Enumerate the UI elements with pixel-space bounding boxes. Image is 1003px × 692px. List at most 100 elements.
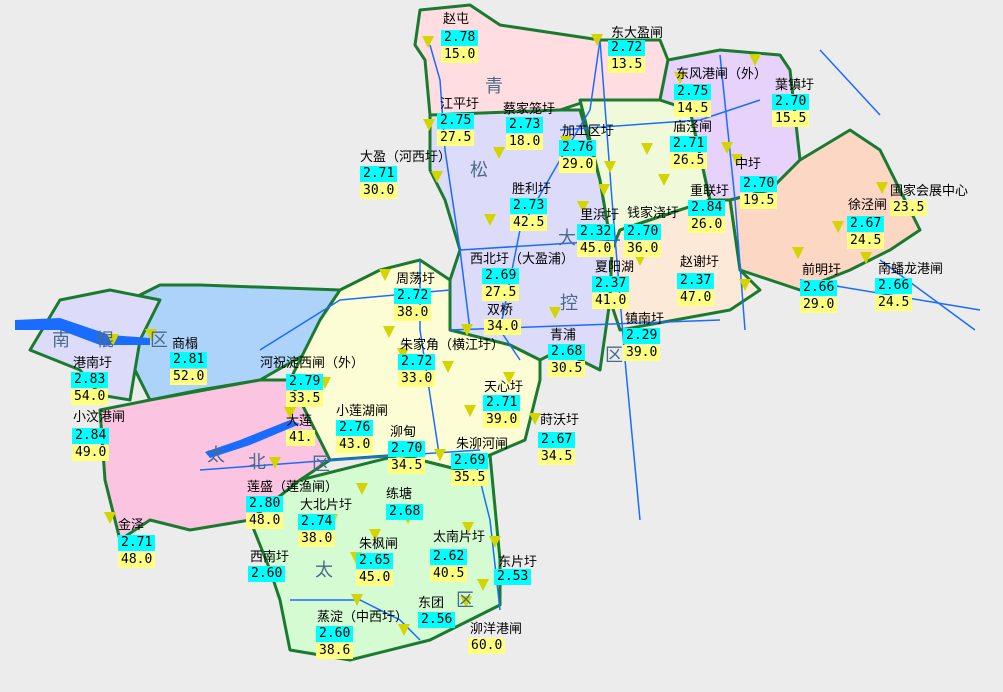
station-marker-icon[interactable]	[598, 184, 610, 196]
station-marker-icon[interactable]	[604, 161, 616, 173]
station-name: 练塘	[386, 487, 413, 502]
station-marker-icon[interactable]	[269, 457, 281, 469]
station-name: 小莲湖闸	[336, 404, 389, 419]
station-marker-icon[interactable]	[860, 252, 872, 264]
secondary-value: 34.5	[538, 449, 576, 465]
station-name: 朱泖河闸	[456, 437, 509, 452]
region-label: 太	[207, 445, 225, 466]
water-level-value: 2.70	[772, 94, 810, 110]
water-level-value: 2.71	[118, 535, 156, 551]
station-name: 夏阳湖	[595, 260, 635, 275]
station-name: 港南圩	[73, 356, 113, 371]
station-marker-icon[interactable]	[792, 247, 804, 259]
station-marker-icon[interactable]	[577, 201, 589, 213]
station-name: 东片圩	[498, 555, 538, 570]
water-level-value: 2.72	[394, 288, 432, 304]
secondary-value: 34.0	[484, 319, 522, 335]
secondary-value: 39.0	[623, 345, 661, 361]
station-marker-icon[interactable]	[529, 413, 541, 425]
station-marker-icon[interactable]	[641, 143, 653, 155]
region-label: 区	[456, 590, 474, 611]
station-marker-icon[interactable]	[634, 254, 646, 266]
station-marker-icon[interactable]	[379, 269, 391, 281]
river	[719, 54, 746, 331]
secondary-value: 29.0	[559, 157, 597, 173]
water-level-value: 2.69	[482, 268, 520, 284]
station-marker-icon[interactable]	[356, 483, 368, 495]
water-level-value: 2.73	[510, 198, 548, 214]
station-marker-icon[interactable]	[674, 72, 686, 84]
station-name: 赵屯	[443, 12, 470, 27]
secondary-value: 48.0	[118, 552, 156, 568]
station-marker-icon[interactable]	[591, 34, 603, 46]
station-marker-icon[interactable]	[489, 536, 501, 548]
station-marker-icon[interactable]	[461, 324, 473, 336]
station-name: 钱家浇圩	[627, 206, 680, 221]
station-marker-icon[interactable]	[876, 182, 888, 194]
station-marker-icon[interactable]	[104, 512, 116, 524]
secondary-value: 24.5	[875, 295, 913, 311]
station-name: 庙泾闸	[673, 120, 713, 135]
water-level-value: 2.74	[298, 514, 336, 530]
station-name: 朱枫闸	[359, 537, 399, 552]
station-marker-icon[interactable]	[351, 594, 363, 606]
station-marker-icon[interactable]	[145, 329, 157, 341]
station-marker-icon[interactable]	[107, 334, 119, 346]
station-name: 金泽	[118, 518, 145, 533]
station-marker-icon[interactable]	[464, 405, 476, 417]
water-level-value: 2.72	[398, 354, 436, 370]
water-level-value: 2.60	[248, 566, 286, 582]
station-name: 东风港闸（外）	[676, 67, 768, 82]
station-marker-icon[interactable]	[422, 36, 434, 48]
station-marker-icon[interactable]	[398, 624, 410, 636]
station-marker-icon[interactable]	[749, 54, 761, 66]
river	[879, 259, 976, 331]
water-level-value: 2.76	[336, 420, 374, 436]
water-level-value: 2.53	[494, 569, 532, 585]
station-name: 天心圩	[484, 380, 524, 395]
water-level-value: 2.29	[623, 328, 661, 344]
station-marker-icon[interactable]	[431, 171, 443, 183]
station-name: 蒸淀（中西圩）	[317, 610, 409, 625]
station-marker-icon[interactable]	[549, 307, 561, 319]
secondary-value: 38.6	[316, 643, 354, 659]
station-name: 胜利圩	[512, 182, 552, 197]
station-marker-icon[interactable]	[284, 407, 296, 419]
station-name: 蔡家笼圩	[503, 102, 556, 117]
station-marker-icon[interactable]	[721, 142, 733, 154]
station-marker-icon[interactable]	[369, 529, 381, 541]
station-marker-icon[interactable]	[383, 326, 395, 338]
station-marker-icon[interactable]	[484, 214, 496, 226]
secondary-value: 23.5	[890, 200, 928, 216]
station-name: 重联圩	[690, 184, 730, 199]
region-label: 南	[52, 330, 70, 351]
secondary-value: 40.5	[430, 566, 468, 582]
river	[429, 44, 471, 331]
secondary-value: 41.0	[592, 293, 630, 309]
station-marker-icon[interactable]	[503, 372, 515, 384]
river	[290, 599, 421, 641]
station-marker-icon[interactable]	[477, 579, 489, 591]
station-marker-icon[interactable]	[442, 361, 454, 373]
river	[199, 454, 401, 471]
station-marker-icon[interactable]	[434, 449, 446, 461]
region-label: 区	[605, 345, 623, 366]
water-level-value: 2.70	[624, 224, 662, 240]
station-marker-icon[interactable]	[731, 154, 743, 166]
water-level-value: 2.80	[246, 496, 284, 512]
station-marker-icon[interactable]	[658, 174, 670, 186]
station-marker-icon[interactable]	[462, 522, 474, 534]
station-marker-icon[interactable]	[739, 279, 751, 291]
water-level-value: 2.32	[577, 224, 615, 240]
lake	[205, 420, 300, 458]
secondary-value: 30.0	[360, 183, 398, 199]
station-marker-icon[interactable]	[460, 596, 472, 608]
station-name: 泖洋港闸	[470, 622, 523, 637]
water-level-value: 2.71	[483, 395, 521, 411]
station-name: 西南圩	[250, 550, 290, 565]
station-name: 徐泾闸	[848, 198, 888, 213]
region-label: 区	[312, 454, 330, 475]
station-marker-icon[interactable]	[832, 221, 844, 233]
station-marker-icon[interactable]	[493, 147, 505, 159]
station-marker-icon[interactable]	[423, 119, 435, 131]
